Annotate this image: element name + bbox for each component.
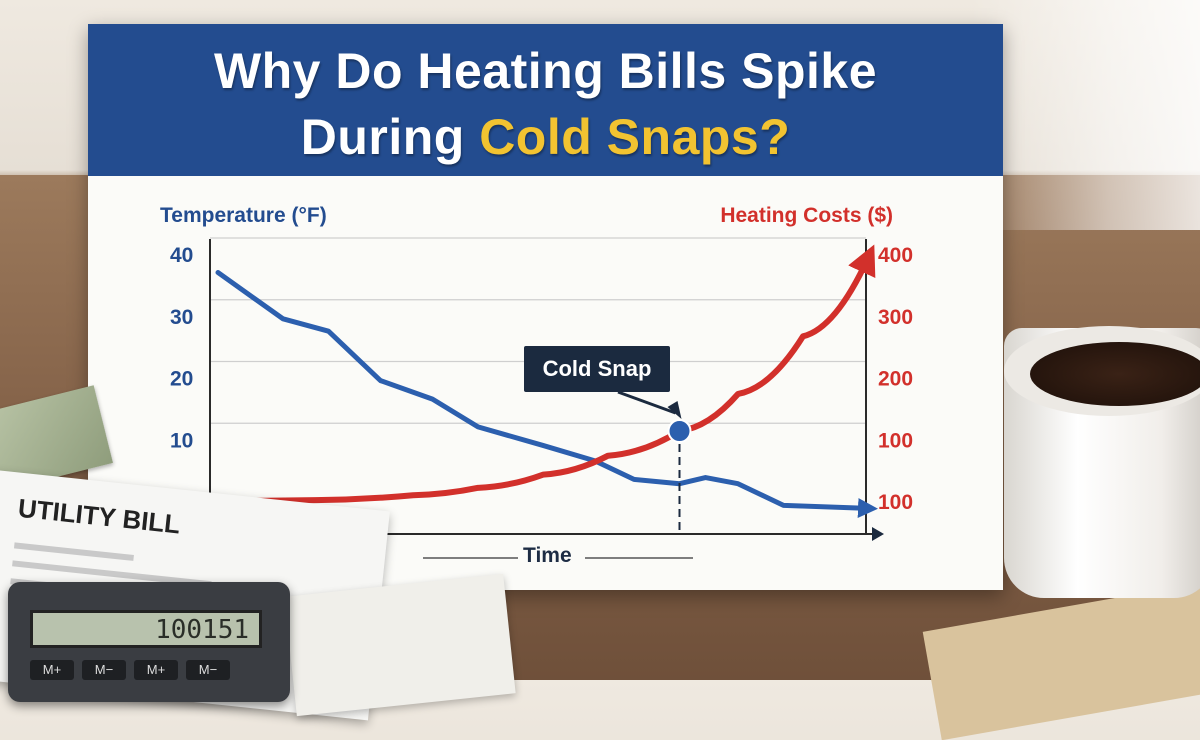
loose-paper	[284, 574, 515, 716]
right-tick-label: 400	[878, 244, 913, 267]
utility-bill-title: UTILITY BILL	[17, 493, 182, 541]
calculator-display: 100151	[30, 610, 262, 648]
window-light	[970, 0, 1200, 230]
calculator-key: M−	[82, 660, 126, 680]
callout-pointer	[618, 392, 676, 413]
calculator-key: M+	[134, 660, 178, 680]
right-tick-label: 100	[878, 491, 913, 514]
calculator-key: M+	[30, 660, 74, 680]
left-axis-title: Temperature (°F)	[160, 204, 327, 228]
cold-snap-point	[669, 420, 691, 442]
calculator-keys: M+ M− M+ M−	[30, 660, 238, 680]
right-tick-label: 300	[878, 306, 913, 329]
left-tick-label: 40	[170, 244, 193, 267]
x-axis-title: Time	[523, 544, 572, 568]
right-axis-title: Heating Costs ($)	[720, 204, 893, 228]
calculator-key: M−	[186, 660, 230, 680]
x-axis-arrowhead	[872, 527, 884, 541]
cold-snap-callout: Cold Snap	[524, 346, 670, 392]
coffee	[1030, 342, 1200, 406]
left-tick-label: 10	[170, 429, 193, 452]
left-tick-label: 20	[170, 368, 193, 391]
right-tick-label: 200	[878, 368, 913, 391]
calculator: 100151 M+ M− M+ M−	[8, 582, 290, 702]
right-tick-label: 100	[878, 429, 913, 452]
left-tick-label: 30	[170, 306, 193, 329]
